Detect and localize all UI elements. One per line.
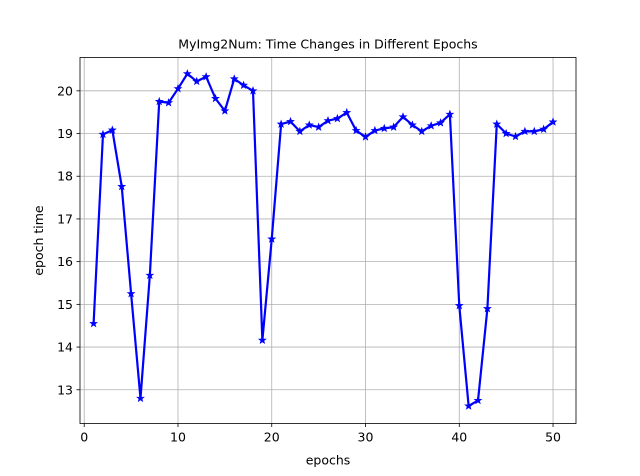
plot-area-frame [79, 57, 577, 424]
data-point [529, 126, 539, 136]
data-point [276, 119, 286, 128]
y-tick-label: 15 [57, 297, 73, 312]
data-point [520, 126, 530, 136]
x-tick-label: 50 [545, 430, 561, 445]
y-axis-label: epoch time [31, 205, 46, 276]
data-point [201, 72, 211, 81]
x-tick-label: 10 [170, 430, 186, 445]
data-point [492, 119, 502, 128]
y-tick-label: 19 [57, 126, 73, 141]
series-layer [89, 69, 558, 410]
data-point [436, 118, 445, 127]
data-point [98, 129, 108, 139]
data-point [389, 122, 399, 131]
data-point [192, 76, 202, 86]
data-point [482, 303, 492, 313]
data-point [361, 132, 370, 141]
y-tick-label: 17 [57, 211, 73, 226]
data-point [426, 121, 436, 130]
y-tick-label: 18 [57, 169, 73, 184]
data-point [117, 181, 127, 191]
y-tick-label: 20 [57, 83, 73, 98]
data-point [539, 124, 549, 134]
data-point [295, 126, 305, 136]
y-tick-label: 14 [57, 340, 73, 355]
x-axis-label: epochs [306, 453, 351, 468]
x-tick-label: 40 [451, 430, 467, 445]
data-point [332, 113, 342, 123]
data-point [548, 117, 558, 126]
data-point [286, 116, 295, 126]
chart-title: MyImg2Num: Time Changes in Different Epo… [178, 37, 477, 52]
x-tick-label: 30 [358, 430, 374, 445]
data-point [126, 289, 136, 298]
data-point [473, 395, 483, 405]
data-point [314, 122, 324, 131]
data-point [379, 123, 389, 133]
data-point [229, 74, 239, 83]
y-tick-label: 13 [57, 382, 73, 397]
data-point [257, 335, 267, 344]
data-point [164, 98, 174, 107]
data-point [173, 84, 183, 93]
data-point [398, 112, 408, 121]
data-point [136, 393, 145, 403]
y-tick-label: 16 [57, 254, 73, 269]
axis-ticks: 0 10 20 30 40 50 13 14 15 16 17 18 19 20 [57, 83, 561, 444]
data-point [342, 107, 352, 117]
data-point [211, 93, 220, 103]
data-point [501, 128, 511, 138]
data-point [145, 270, 155, 280]
data-point [370, 125, 380, 135]
x-tick-label: 0 [80, 430, 88, 445]
data-point [154, 96, 164, 106]
data-point [407, 120, 417, 129]
data-point [89, 318, 99, 328]
data-point [464, 401, 474, 410]
data-point [239, 80, 249, 90]
data-point [182, 69, 192, 78]
data-point [304, 120, 314, 129]
data-point [417, 126, 427, 136]
data-point [445, 109, 455, 119]
data-point [323, 116, 333, 125]
data-point [248, 86, 258, 95]
data-point [454, 300, 464, 310]
x-tick-label: 20 [264, 430, 280, 445]
data-point [107, 125, 117, 134]
data-point [511, 131, 520, 141]
data-point [220, 106, 230, 115]
data-point [351, 125, 361, 135]
data-point [267, 234, 277, 243]
